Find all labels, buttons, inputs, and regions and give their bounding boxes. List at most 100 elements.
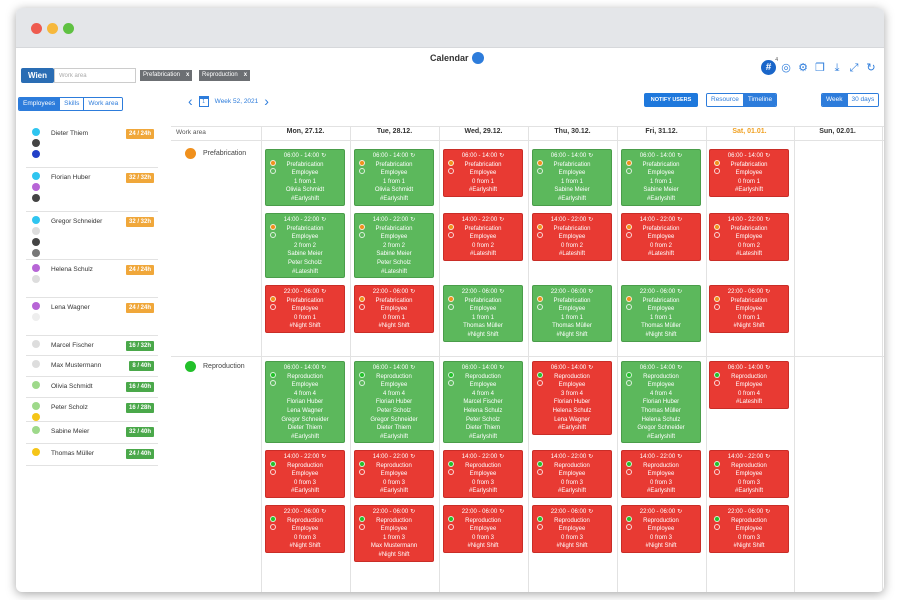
employee-row[interactable]: Lena Wagner 24 / 24h: [26, 298, 158, 336]
close-icon[interactable]: x: [186, 72, 190, 78]
shift-card[interactable]: 06:00 - 14:00 ↻ Prefabrication Employee 1 fr…: [354, 149, 434, 206]
refresh-icon[interactable]: ↻: [321, 217, 327, 223]
refresh-icon[interactable]: ↻: [765, 365, 771, 371]
shift-card[interactable]: 06:00 - 14:00 ↻ Reproduction Employee 4 from…: [265, 361, 345, 444]
shift-card[interactable]: 22:00 - 06:00 ↻ Prefabrication Employee 1 fr…: [532, 285, 612, 342]
refresh-icon[interactable]: ↻: [677, 289, 683, 295]
refresh-icon[interactable]: ↻: [588, 289, 594, 295]
tab-work-area[interactable]: Work area: [84, 98, 123, 110]
fullscreen-icon[interactable]: ⤢: [849, 61, 859, 74]
refresh-icon[interactable]: ↻: [410, 153, 416, 159]
refresh-icon[interactable]: ↻: [410, 289, 416, 295]
refresh-icon[interactable]: ↻: [765, 509, 771, 515]
shift-card[interactable]: 22:00 - 06:00 ↻ Prefabrication Employee 1 fr…: [443, 285, 523, 342]
shift-card[interactable]: 14:00 - 22:00 ↻ Reproduction Employee 0 from…: [354, 450, 434, 498]
day-header[interactable]: Sun, 02.01.: [819, 128, 856, 135]
day-header[interactable]: Mon, 27.12.: [286, 128, 325, 135]
refresh-icon[interactable]: ↻: [321, 454, 327, 460]
shift-card[interactable]: 22:00 - 06:00 ↻ Prefabrication Employee 0 fr…: [709, 285, 789, 333]
help-icon[interactable]: [471, 52, 484, 64]
shift-card[interactable]: 22:00 - 06:00 ↻ Prefabrication Employee 1 fr…: [621, 285, 701, 342]
refresh-icon[interactable]: ↻: [677, 365, 683, 371]
shift-card[interactable]: 14:00 - 22:00 ↻ Reproduction Employee 0 from…: [709, 450, 789, 498]
shift-card[interactable]: 06:00 - 14:00 ↻ Reproduction Employee 0 from…: [709, 361, 789, 409]
shift-card[interactable]: 06:00 - 14:00 ↻ Prefabrication Employee 1 fr…: [532, 149, 612, 206]
refresh-icon[interactable]: ↻: [677, 454, 683, 460]
refresh-icon[interactable]: ↻: [499, 153, 505, 159]
shift-card[interactable]: 14:00 - 22:00 ↻ Prefabrication Employee 0 fr…: [621, 213, 701, 261]
employee-row[interactable]: Marcel Fischer 16 / 32h: [26, 336, 158, 356]
refresh-icon[interactable]: ↻: [588, 454, 594, 460]
employee-row[interactable]: Thomas Müller 24 / 40h: [26, 444, 158, 466]
shift-card[interactable]: 06:00 - 14:00 ↻ Prefabrication Employee 0 fr…: [443, 149, 523, 197]
shift-card[interactable]: 06:00 - 14:00 ↻ Reproduction Employee 4 from…: [354, 361, 434, 444]
shift-card[interactable]: 06:00 - 14:00 ↻ Prefabrication Employee 1 fr…: [621, 149, 701, 206]
employee-row[interactable]: Max Mustermann 8 / 40h: [26, 356, 158, 377]
shift-card[interactable]: 22:00 - 06:00 ↻ Prefabrication Employee 0 fr…: [265, 285, 345, 333]
shift-card[interactable]: 14:00 - 22:00 ↻ Prefabrication Employee 2 fr…: [265, 213, 345, 279]
minimize-window-button[interactable]: [47, 23, 58, 34]
employee-row[interactable]: Florian Huber 32 / 32h: [26, 168, 158, 212]
refresh-icon[interactable]: ↻: [499, 289, 505, 295]
close-window-button[interactable]: [31, 23, 42, 34]
refresh-icon[interactable]: ↻: [321, 153, 327, 159]
gear-icon[interactable]: ⚙: [798, 61, 808, 74]
refresh-icon[interactable]: ↻: [677, 509, 683, 515]
filter-chip-reproduction[interactable]: Reproduction x: [199, 70, 251, 81]
day-header[interactable]: Thu, 30.12.: [554, 128, 591, 135]
shift-card[interactable]: 14:00 - 22:00 ↻ Prefabrication Employee 0 fr…: [709, 213, 789, 261]
shift-card[interactable]: 14:00 - 22:00 ↻ Prefabrication Employee 0 fr…: [532, 213, 612, 261]
refresh-icon[interactable]: ↻: [588, 509, 594, 515]
calendar-icon[interactable]: 1: [198, 95, 209, 107]
shift-card[interactable]: 14:00 - 22:00 ↻ Reproduction Employee 0 from…: [443, 450, 523, 498]
refresh-icon[interactable]: ↻: [765, 153, 771, 159]
refresh-icon[interactable]: ↻: [677, 217, 683, 223]
shift-card[interactable]: 22:00 - 06:00 ↻ Reproduction Employee 0 from…: [443, 505, 523, 553]
day-header[interactable]: Wed, 29.12.: [464, 128, 503, 135]
shift-card[interactable]: 22:00 - 06:00 ↻ Reproduction Employee 0 from…: [621, 505, 701, 553]
shift-card[interactable]: 14:00 - 22:00 ↻ Reproduction Employee 0 from…: [621, 450, 701, 498]
thirty-days-range-button[interactable]: 30 days: [847, 94, 879, 106]
location-button[interactable]: Wien: [21, 68, 54, 83]
work-area-search-input[interactable]: [54, 68, 136, 83]
shift-card[interactable]: 22:00 - 06:00 ↻ Reproduction Employee 0 from…: [265, 505, 345, 553]
globe-icon[interactable]: ◎: [781, 61, 791, 74]
shift-card[interactable]: 06:00 - 14:00 ↻ Reproduction Employee 3 from…: [532, 361, 612, 435]
week-range-button[interactable]: Week: [822, 94, 848, 106]
employee-row[interactable]: Peter Scholz 16 / 28h: [26, 398, 158, 422]
refresh-icon[interactable]: ↻: [321, 365, 327, 371]
work-area-item[interactable]: Reproduction: [185, 361, 245, 372]
shift-card[interactable]: 06:00 - 14:00 ↻ Prefabrication Employee 0 fr…: [709, 149, 789, 197]
refresh-icon[interactable]: ↻: [677, 153, 683, 159]
refresh-icon[interactable]: ↻: [321, 509, 327, 515]
close-icon[interactable]: x: [243, 72, 248, 78]
shift-card[interactable]: 06:00 - 14:00 ↻ Reproduction Employee 4 from…: [621, 361, 701, 444]
tab-skills[interactable]: Skills: [60, 98, 85, 110]
shift-card[interactable]: 14:00 - 22:00 ↻ Prefabrication Employee 0 fr…: [443, 213, 523, 261]
copy-icon[interactable]: ❐: [815, 61, 825, 74]
day-header[interactable]: Sat, 01.01.: [732, 128, 767, 135]
refresh-icon[interactable]: ↻: [765, 289, 771, 295]
work-area-item[interactable]: Prefabrication: [185, 148, 246, 159]
shift-card[interactable]: 22:00 - 06:00 ↻ Reproduction Employee 0 from…: [532, 505, 612, 553]
refresh-icon[interactable]: ↻: [866, 61, 876, 74]
timeline-view-button[interactable]: Timeline: [743, 94, 777, 106]
hashtag-icon[interactable]: #4: [761, 57, 778, 75]
refresh-icon[interactable]: ↻: [765, 454, 771, 460]
employee-row[interactable]: Olivia Schmidt 16 / 40h: [26, 377, 158, 398]
refresh-icon[interactable]: ↻: [321, 289, 327, 295]
refresh-icon[interactable]: ↻: [410, 365, 416, 371]
refresh-icon[interactable]: ↻: [499, 509, 505, 515]
refresh-icon[interactable]: ↻: [499, 365, 505, 371]
chevron-left-icon[interactable]: ‹: [188, 93, 193, 109]
employee-row[interactable]: Sabine Meier 32 / 40h: [26, 422, 158, 444]
shift-card[interactable]: 22:00 - 06:00 ↻ Reproduction Employee 1 from…: [354, 505, 434, 562]
shift-card[interactable]: 14:00 - 22:00 ↻ Prefabrication Employee 2 fr…: [354, 213, 434, 279]
shift-card[interactable]: 14:00 - 22:00 ↻ Reproduction Employee 0 from…: [265, 450, 345, 498]
refresh-icon[interactable]: ↻: [588, 217, 594, 223]
refresh-icon[interactable]: ↻: [410, 217, 416, 223]
maximize-window-button[interactable]: [63, 23, 74, 34]
employee-row[interactable]: Gregor Schneider 32 / 32h: [26, 212, 158, 260]
refresh-icon[interactable]: ↻: [499, 454, 505, 460]
employee-row[interactable]: Dieter Thiem 24 / 24h: [26, 124, 158, 168]
